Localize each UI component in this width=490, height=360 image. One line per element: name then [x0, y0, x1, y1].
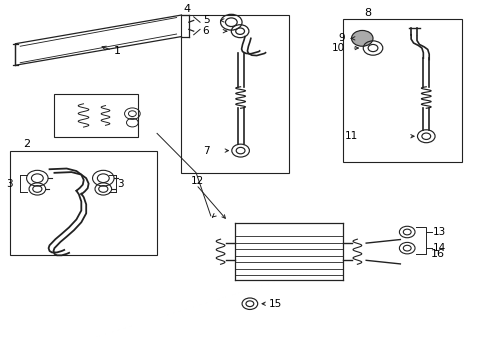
Text: 5: 5: [203, 15, 209, 26]
Text: 2: 2: [23, 139, 30, 149]
Bar: [54, 94, 138, 137]
Text: 16: 16: [431, 248, 444, 258]
Text: 6: 6: [203, 26, 209, 36]
Text: 10: 10: [332, 43, 344, 53]
Text: 4: 4: [184, 4, 191, 14]
Circle shape: [351, 31, 373, 46]
Text: 9: 9: [338, 33, 344, 43]
Bar: [10, 151, 157, 255]
Text: 3: 3: [117, 179, 123, 189]
Text: 13: 13: [433, 227, 446, 237]
Text: 3: 3: [6, 179, 13, 189]
Text: 14: 14: [433, 243, 446, 253]
Text: 15: 15: [269, 299, 282, 309]
Bar: [343, 19, 463, 162]
Text: 11: 11: [345, 131, 358, 141]
Text: 8: 8: [365, 8, 372, 18]
Text: 12: 12: [191, 176, 204, 186]
Text: 1: 1: [114, 46, 121, 56]
Bar: [181, 15, 289, 173]
Text: 7: 7: [203, 145, 209, 156]
